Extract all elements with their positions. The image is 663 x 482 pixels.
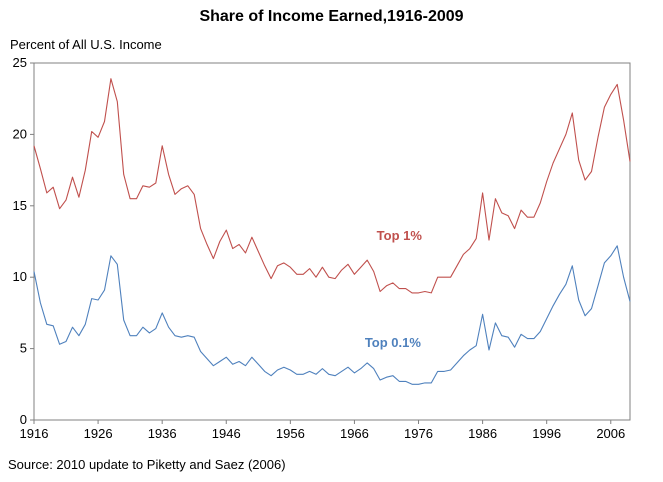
series-line-top-0-1-percent xyxy=(33,245,631,385)
chart-title: Share of Income Earned,1916-2009 xyxy=(199,8,464,25)
x-tick-label: 1956 xyxy=(276,426,305,441)
plot-area xyxy=(33,62,631,421)
y-tick-label: 20 xyxy=(13,126,27,141)
x-axis: 1916 1926 1936 1946 1956 1966 1976 1986 1996 2006 xyxy=(20,420,625,441)
x-tick-label: 1946 xyxy=(212,426,241,441)
x-tick-label: 1996 xyxy=(532,426,561,441)
series-line-top-1-percent xyxy=(33,78,631,294)
series-label-top-1-percent: Top 1% xyxy=(377,228,423,243)
y-axis-label: Percent of All U.S. Income xyxy=(10,37,162,52)
y-tick-label: 25 xyxy=(13,55,27,70)
y-tick-label: 10 xyxy=(13,269,27,284)
series-annotations: Top 1% Top 0.1% xyxy=(365,228,423,350)
x-tick-label: 1936 xyxy=(148,426,177,441)
x-tick-label: 1986 xyxy=(468,426,497,441)
x-tick-label: 1916 xyxy=(20,426,49,441)
y-axis: 0 5 10 15 20 25 xyxy=(13,55,34,427)
source-note: Source: 2010 update to Piketty and Saez … xyxy=(8,457,286,472)
y-tick-label: 0 xyxy=(20,412,27,427)
x-tick-label: 2006 xyxy=(596,426,625,441)
y-tick-label: 15 xyxy=(13,198,27,213)
x-tick-label: 1926 xyxy=(84,426,113,441)
series-lines xyxy=(33,78,631,385)
y-tick-label: 5 xyxy=(20,341,27,356)
x-tick-label: 1976 xyxy=(404,426,433,441)
series-label-top-0-1-percent: Top 0.1% xyxy=(365,335,422,350)
x-tick-label: 1966 xyxy=(340,426,369,441)
